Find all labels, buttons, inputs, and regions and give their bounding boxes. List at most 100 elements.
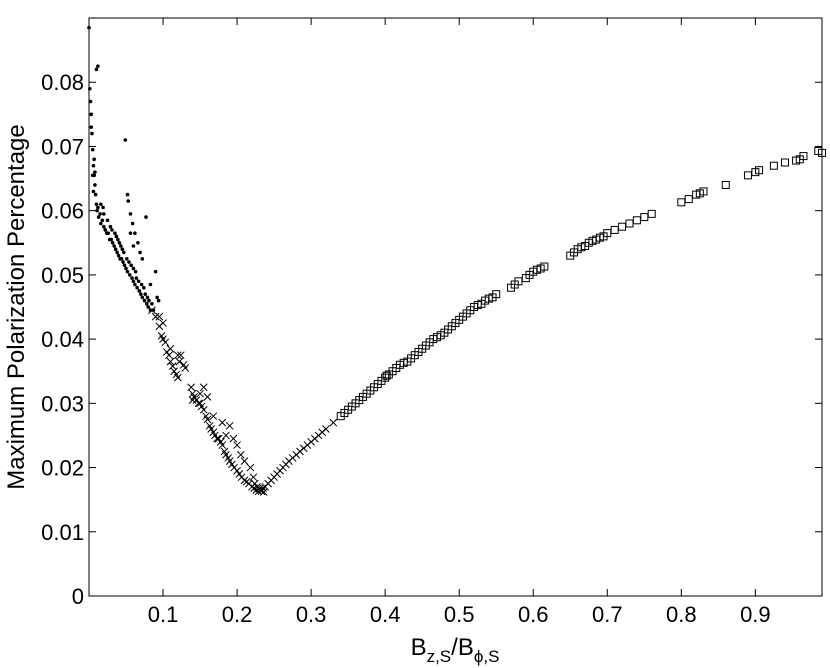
data-point-cross — [159, 319, 167, 327]
data-point-cross — [165, 351, 173, 360]
y-tick-label: 0.08 — [41, 70, 84, 95]
data-point-cross — [214, 434, 223, 443]
data-point-dot — [88, 99, 93, 104]
data-point-dot — [128, 231, 133, 235]
data-point-dot — [103, 228, 108, 232]
data-point-cross — [203, 415, 212, 424]
data-point-cross — [187, 383, 196, 392]
y-tick-label: 0.07 — [41, 134, 84, 159]
data-point-dot — [119, 244, 123, 248]
data-point-dot — [119, 257, 124, 261]
data-point-dot — [120, 247, 125, 251]
data-point-dot — [96, 64, 100, 68]
x-axis-label-base2: B — [458, 634, 474, 661]
data-point-square — [647, 209, 656, 218]
data-point-square — [799, 152, 808, 161]
data-point-cross — [235, 470, 244, 478]
data-point-cross — [181, 364, 190, 372]
data-point-cross — [176, 351, 185, 360]
data-point-cross — [233, 466, 241, 475]
x-tick-label: 0.2 — [222, 602, 253, 627]
data-point-dot — [110, 240, 115, 245]
data-point-dot — [92, 157, 96, 162]
data-point-dot — [127, 273, 132, 277]
data-point-cross — [197, 402, 206, 411]
data-point-dot — [91, 163, 96, 168]
data-point-cross — [259, 488, 268, 496]
x-axis-label-sub1: z,S — [427, 647, 452, 666]
data-point-dot — [108, 224, 113, 229]
data-point-cross — [229, 434, 238, 443]
x-tick-label: 0.7 — [592, 602, 623, 627]
data-point-dot — [127, 260, 131, 264]
x-tick-label: 0.8 — [666, 602, 697, 627]
data-point-dot — [142, 298, 147, 303]
data-point-cross — [188, 396, 197, 404]
x-tick-label: 0.1 — [148, 602, 179, 627]
data-point-cross — [209, 412, 218, 421]
data-point-dot — [102, 224, 106, 229]
data-point-dot — [115, 250, 119, 255]
x-axis-label-base1: B — [411, 634, 427, 661]
data-point-dot — [99, 221, 103, 226]
x-axis-label: Bz,S/Bϕ,S — [411, 634, 500, 666]
data-point-square — [780, 158, 789, 167]
data-point-dot — [96, 215, 101, 219]
data-point-cross — [199, 383, 208, 392]
data-point-dot — [121, 250, 126, 255]
data-point-cross — [225, 457, 234, 465]
data-point-dot — [150, 301, 154, 306]
data-point-dot — [139, 282, 144, 287]
data-point-dot — [113, 247, 118, 251]
data-point-dot — [98, 212, 102, 216]
data-point-dot — [129, 263, 134, 268]
y-tick-label: 0.01 — [41, 520, 84, 545]
y-tick-label: 0.05 — [41, 263, 84, 288]
data-point-cross — [155, 312, 164, 321]
data-point-dot — [90, 147, 95, 152]
data-point-dot — [93, 192, 98, 197]
data-point-cross — [225, 421, 234, 430]
data-point-dot — [141, 285, 146, 290]
data-point-dot — [143, 292, 148, 296]
data-point-dot — [133, 282, 137, 287]
data-point-dot — [153, 269, 158, 274]
data-point-cross — [170, 367, 178, 376]
data-point-dot — [155, 295, 159, 300]
data-point-cross — [166, 357, 175, 366]
data-point-square — [721, 180, 730, 189]
data-point-dot — [130, 276, 134, 280]
data-point-cross — [199, 405, 208, 414]
data-point-dot — [156, 298, 161, 303]
data-point-dot — [138, 250, 142, 255]
data-point-cross — [173, 351, 182, 360]
x-tick-label: 0.5 — [444, 602, 475, 627]
data-point-dot — [124, 257, 129, 261]
data-point-dot — [135, 285, 139, 290]
data-point-cross — [203, 393, 212, 401]
data-point-dot — [116, 237, 120, 242]
data-point-cross — [166, 344, 175, 353]
data-point-dot — [113, 231, 117, 235]
data-point-cross — [168, 362, 177, 370]
y-axis-label: Maximum Polarization Percentage — [3, 124, 30, 490]
data-point-square — [540, 262, 549, 271]
data-point-cross — [236, 450, 245, 459]
data-point-cross — [222, 450, 230, 459]
plot-area — [88, 17, 823, 597]
data-point-dot — [124, 266, 128, 271]
data-point-dot — [106, 231, 111, 235]
y-tick-label: 0 — [72, 584, 84, 609]
data-point-square — [382, 371, 391, 380]
axis-ticks: 0.1 0.2 0.3 0.4 0.5 0.6 0.7 0.8 0.9 0 0.01 0.02 0.03… — [41, 18, 822, 627]
data-point-dot — [123, 138, 128, 142]
data-point-square — [492, 290, 501, 299]
data-point-dot — [140, 295, 145, 300]
data-point-dot — [116, 253, 121, 258]
y-tick-label: 0.02 — [41, 456, 84, 481]
y-tick-label: 0.03 — [41, 391, 84, 416]
data-point-dot — [144, 215, 148, 219]
x-tick-label: 0.9 — [740, 602, 771, 627]
data-point-cross — [161, 338, 170, 347]
